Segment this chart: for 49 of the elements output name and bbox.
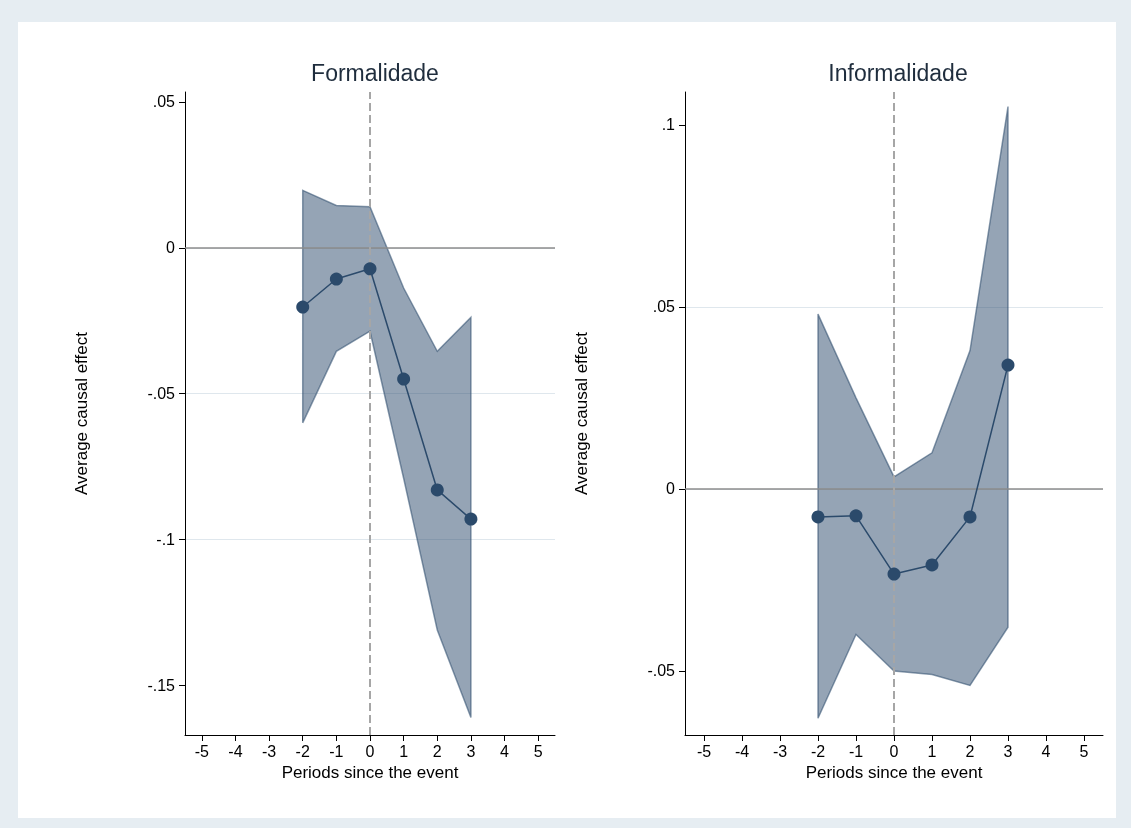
x-tick-label: -2	[295, 742, 310, 760]
point	[887, 567, 901, 581]
point	[811, 510, 825, 524]
point	[963, 510, 977, 524]
x-tick-label: -5	[696, 742, 712, 760]
y-tick-label: .05	[152, 93, 176, 111]
x-axis-title: Periods since the event	[805, 762, 983, 782]
y-tick-label: -.15	[147, 676, 176, 694]
point	[329, 272, 343, 286]
y-tick-label: .1	[661, 116, 676, 134]
point	[464, 512, 478, 526]
x-tick-label: 1	[927, 742, 937, 760]
x-tick-label: -1	[329, 742, 344, 760]
x-tick-label: 0	[889, 742, 899, 760]
x-tick-label: -1	[848, 742, 864, 760]
x-tick-label: -3	[261, 742, 277, 760]
x-tick-label: 3	[1003, 742, 1013, 760]
x-tick-label: 0	[365, 742, 375, 760]
chart-title: Informalidade	[828, 59, 968, 86]
x-tick-label: 5	[533, 742, 543, 760]
x-tick-label: 5	[1079, 742, 1089, 760]
y-tick-label: .05	[652, 298, 676, 316]
y-tick-label: 0	[666, 480, 676, 498]
point	[1001, 358, 1015, 372]
x-tick-label: 4	[500, 742, 510, 760]
y-tick-label: -.1	[156, 531, 176, 549]
y-axis-title: Average causal effect	[572, 331, 591, 495]
x-tick-label: 4	[1041, 742, 1051, 760]
x-axis-title: Periods since the event	[281, 762, 459, 782]
point	[849, 509, 863, 523]
point	[363, 262, 377, 276]
x-tick-label: -4	[734, 742, 750, 760]
y-tick-label: -.05	[647, 662, 676, 680]
y-axis-title: Average causal effect	[72, 331, 91, 495]
point	[296, 300, 310, 314]
x-tick-label: -4	[228, 742, 243, 760]
point	[925, 558, 939, 572]
x-tick-label: 1	[399, 742, 409, 760]
chart-title: Formalidade	[311, 59, 439, 86]
x-tick-label: 3	[466, 742, 476, 760]
x-tick-label: -2	[810, 742, 826, 760]
point	[397, 372, 411, 386]
x-tick-label: -3	[772, 742, 788, 760]
x-tick-label: 2	[965, 742, 975, 760]
x-tick-label: -5	[194, 742, 210, 760]
y-tick-label: -.05	[147, 385, 176, 403]
point	[430, 483, 444, 497]
y-tick-label: 0	[166, 239, 176, 257]
x-tick-label: 2	[432, 742, 442, 760]
